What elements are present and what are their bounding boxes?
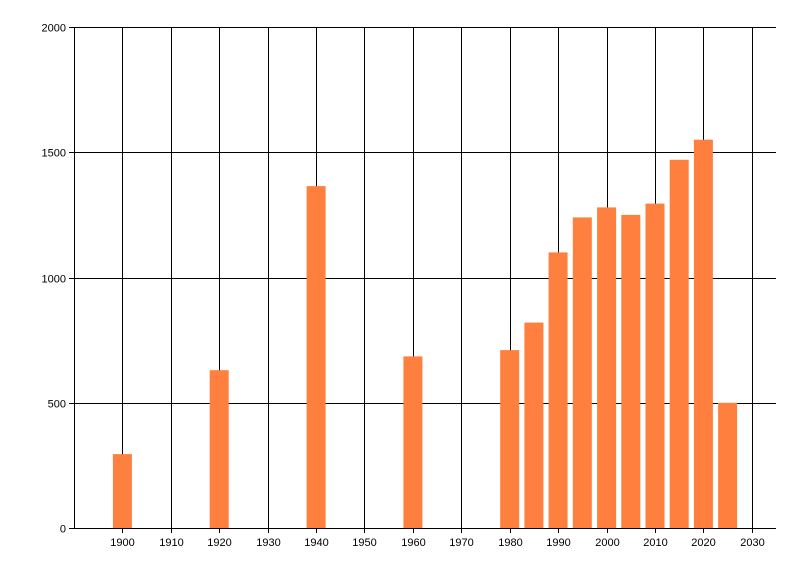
axes xyxy=(74,27,776,529)
x-tick-label: 1970 xyxy=(449,537,473,549)
y-tick-label: 1500 xyxy=(42,148,66,160)
bar xyxy=(306,186,326,528)
bar xyxy=(669,159,689,529)
x-tick-label: 2010 xyxy=(643,537,667,549)
bar xyxy=(500,350,520,528)
x-tick-label: 1980 xyxy=(498,537,522,549)
bar xyxy=(524,322,544,528)
bar xyxy=(572,217,592,528)
y-tick-label: 2000 xyxy=(42,23,66,35)
y-axis-ticks: 0 500 1000 1500 2000 xyxy=(42,23,74,536)
bar xyxy=(645,203,665,528)
y-tick-label: 1000 xyxy=(42,274,66,286)
bar xyxy=(597,207,617,528)
x-tick-label: 1950 xyxy=(352,537,376,549)
x-axis-ticks: 1900 1910 1920 1930 1940 1950 1960 1970 1980 1990… xyxy=(110,528,765,549)
bar xyxy=(718,402,738,529)
bar xyxy=(209,370,229,528)
x-tick-label: 2020 xyxy=(691,537,715,549)
bar xyxy=(548,252,568,528)
x-tick-label: 1960 xyxy=(401,537,425,549)
x-tick-label: 1930 xyxy=(256,537,280,549)
bars xyxy=(112,139,738,529)
x-tick-label: 1940 xyxy=(304,537,328,549)
y-tick-label: 0 xyxy=(60,524,66,536)
x-tick-label: 2030 xyxy=(740,537,764,549)
bar xyxy=(621,214,641,528)
x-tick-label: 1910 xyxy=(159,537,183,549)
bar xyxy=(403,356,423,528)
x-tick-label: 2000 xyxy=(595,537,619,549)
bar xyxy=(693,139,713,528)
x-tick-label: 1900 xyxy=(110,537,134,549)
y-tick-label: 500 xyxy=(48,399,66,411)
x-tick-label: 1990 xyxy=(546,537,570,549)
x-tick-label: 1920 xyxy=(207,537,231,549)
bar xyxy=(112,454,132,528)
